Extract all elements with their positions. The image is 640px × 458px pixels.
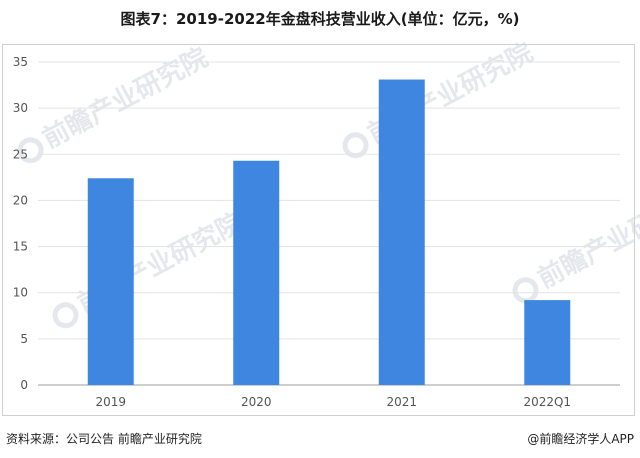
bar — [233, 160, 280, 385]
y-tick-label: 0 — [20, 378, 28, 392]
y-tick-label: 30 — [13, 101, 28, 115]
x-tick-label: 2021 — [386, 395, 417, 409]
y-tick-label: 15 — [13, 240, 28, 254]
bar — [87, 178, 134, 385]
y-tick-label: 25 — [13, 147, 28, 161]
y-tick-label: 20 — [13, 193, 28, 207]
source-note: 资料来源：公司公告 前瞻产业研究院 — [6, 432, 202, 446]
x-tick-label: 2019 — [95, 395, 126, 409]
brand-credit: @前瞻经济学人APP — [527, 432, 634, 446]
bar — [524, 300, 571, 385]
chart-frame — [2, 44, 635, 416]
y-tick-label: 10 — [13, 286, 28, 300]
y-tick-label: 35 — [13, 55, 28, 69]
chart-title: 图表7：2019-2022年金盘科技营业收入(单位：亿元，%) — [120, 10, 520, 28]
x-tick-label: 2020 — [241, 395, 272, 409]
y-tick-label: 5 — [20, 332, 28, 346]
bar — [378, 79, 425, 385]
x-tick-label: 2022Q1 — [523, 395, 571, 409]
